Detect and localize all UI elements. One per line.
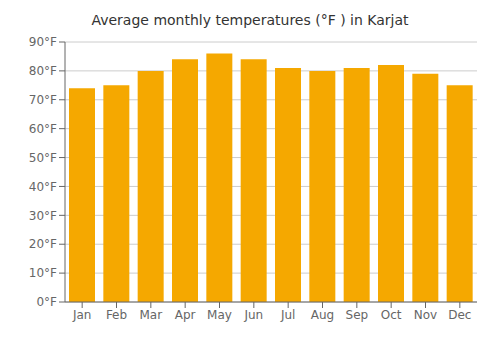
svg-text:Apr: Apr	[175, 308, 196, 322]
svg-text:30°F: 30°F	[29, 209, 57, 223]
svg-text:Jun: Jun	[243, 308, 263, 322]
svg-text:80°F: 80°F	[29, 64, 57, 78]
svg-text:10°F: 10°F	[29, 266, 57, 280]
svg-text:Mar: Mar	[140, 308, 163, 322]
svg-text:Sep: Sep	[346, 308, 369, 322]
svg-text:90°F: 90°F	[29, 35, 57, 49]
svg-text:Jul: Jul	[280, 308, 295, 322]
svg-text:60°F: 60°F	[29, 122, 57, 136]
html-text:Average monthly temperatures (: Average monthly temperatures (°F ) in Ka…	[91, 12, 409, 28]
svg-text:20°F: 20°F	[29, 237, 57, 251]
svg-text:0°F: 0°F	[36, 295, 57, 309]
svg-text:40°F: 40°F	[29, 180, 57, 194]
svg-text:50°F: 50°F	[29, 151, 57, 165]
svg-text:Aug: Aug	[311, 308, 334, 322]
svg-text:Oct: Oct	[381, 308, 402, 322]
svg-text:Nov: Nov	[414, 308, 437, 322]
svg-text:May: May	[207, 308, 232, 322]
svg-text:Dec: Dec	[448, 308, 471, 322]
svg-text:70°F: 70°F	[29, 93, 57, 107]
svg-text:Jan: Jan	[72, 308, 92, 322]
svg-text:Feb: Feb	[106, 308, 127, 322]
